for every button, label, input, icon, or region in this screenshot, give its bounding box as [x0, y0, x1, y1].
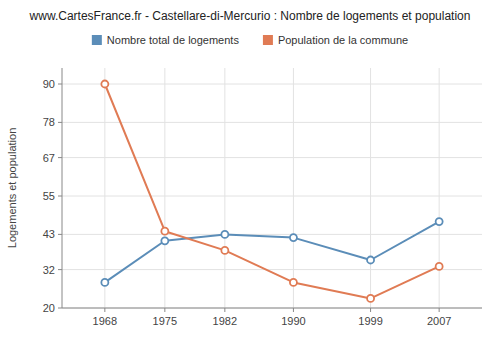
- series-point: [290, 234, 297, 241]
- x-tick-label: 1982: [213, 315, 237, 327]
- series-point: [367, 257, 374, 264]
- y-tick: [58, 196, 62, 197]
- y-tick-label: 67: [43, 152, 55, 164]
- y-tick: [58, 157, 62, 158]
- y-tick-label: 78: [43, 116, 55, 128]
- x-grid-line: [104, 68, 105, 308]
- legend-swatch: [92, 35, 102, 45]
- y-tick-label: 90: [43, 78, 55, 90]
- y-grid-line: [62, 122, 482, 123]
- chart: www.CartesFrance.fr - Castellare-di-Merc…: [0, 0, 500, 340]
- x-grid-line: [370, 68, 371, 308]
- series-line: [105, 84, 439, 298]
- series-point: [221, 247, 228, 254]
- series-point: [367, 295, 374, 302]
- y-tick: [58, 234, 62, 235]
- x-tick: [439, 308, 440, 312]
- y-grid-line: [62, 84, 482, 85]
- x-tick: [224, 308, 225, 312]
- y-tick-label: 43: [43, 228, 55, 240]
- y-axis-line: [62, 68, 63, 308]
- y-grid-line: [62, 157, 482, 158]
- series-point: [436, 263, 443, 270]
- series-point: [101, 279, 108, 286]
- legend-label: Nombre total de logements: [107, 34, 240, 46]
- plot-area: [101, 81, 442, 302]
- x-tick-label: 1990: [281, 315, 305, 327]
- series-point: [161, 228, 168, 235]
- x-tick: [164, 308, 165, 312]
- x-tick-label: 1968: [93, 315, 117, 327]
- x-tick: [104, 308, 105, 312]
- x-grid-line: [439, 68, 440, 308]
- x-tick: [293, 308, 294, 312]
- x-tick-label: 1975: [153, 315, 177, 327]
- x-axis-line: [62, 308, 482, 309]
- title: www.CartesFrance.fr - Castellare-di-Merc…: [29, 9, 471, 23]
- y-tick: [58, 269, 62, 270]
- series-point: [221, 231, 228, 238]
- x-tick-label: 2007: [427, 315, 451, 327]
- x-grid-line: [293, 68, 294, 308]
- y-tick: [58, 308, 62, 309]
- series-point: [290, 279, 297, 286]
- legend-swatch: [263, 35, 273, 45]
- y-tick: [58, 84, 62, 85]
- y-tick-label: 20: [43, 302, 55, 314]
- grid: [62, 68, 482, 308]
- y-axis-label: Logements et population: [6, 128, 18, 248]
- y-grid-line: [62, 308, 482, 309]
- x-tick-label: 1999: [358, 315, 382, 327]
- y-grid-line: [62, 196, 482, 197]
- series-point: [101, 81, 108, 88]
- y-grid-line: [62, 234, 482, 235]
- legend-item: Population de la commune: [263, 34, 408, 46]
- series-point: [161, 237, 168, 244]
- series-point: [436, 218, 443, 225]
- x-grid-line: [224, 68, 225, 308]
- legend-item: Nombre total de logements: [92, 34, 240, 46]
- y-tick: [58, 122, 62, 123]
- y-tick-label: 55: [43, 190, 55, 202]
- legend-label: Population de la commune: [278, 34, 408, 46]
- x-grid-line: [164, 68, 165, 308]
- x-tick: [370, 308, 371, 312]
- y-tick-label: 32: [43, 264, 55, 276]
- legend: Nombre total de logements Population de l…: [92, 34, 408, 46]
